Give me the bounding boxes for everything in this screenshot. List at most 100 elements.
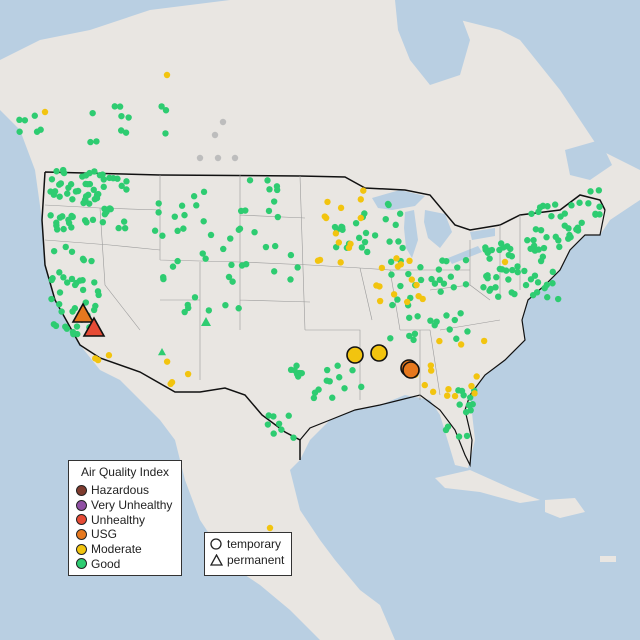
good-site[interactable] bbox=[294, 264, 301, 271]
good-site[interactable] bbox=[274, 213, 282, 221]
good-site[interactable] bbox=[91, 279, 98, 286]
good-site[interactable] bbox=[85, 191, 92, 199]
good-site[interactable] bbox=[93, 138, 100, 145]
good-site[interactable] bbox=[87, 138, 94, 146]
good-site[interactable] bbox=[323, 377, 331, 384]
good-site[interactable] bbox=[264, 177, 271, 184]
permanent-good-site[interactable] bbox=[158, 348, 166, 356]
good-site[interactable] bbox=[68, 275, 76, 283]
moderate-site[interactable] bbox=[403, 298, 411, 306]
good-site[interactable] bbox=[511, 290, 518, 298]
good-site[interactable] bbox=[120, 218, 128, 225]
good-site[interactable] bbox=[71, 281, 79, 289]
good-site[interactable] bbox=[190, 193, 198, 200]
moderate-site[interactable] bbox=[457, 341, 465, 348]
good-site[interactable] bbox=[447, 273, 455, 280]
moderate-site[interactable] bbox=[390, 291, 398, 298]
good-site[interactable] bbox=[266, 186, 273, 193]
good-site[interactable] bbox=[486, 255, 493, 262]
good-site[interactable] bbox=[271, 268, 278, 275]
good-site[interactable] bbox=[587, 188, 594, 195]
good-site[interactable] bbox=[237, 207, 245, 215]
no-data-site[interactable] bbox=[196, 154, 204, 162]
moderate-site[interactable] bbox=[501, 258, 509, 266]
good-site[interactable] bbox=[270, 430, 277, 437]
good-site[interactable] bbox=[514, 263, 521, 270]
good-site[interactable] bbox=[181, 211, 188, 219]
good-site[interactable] bbox=[181, 308, 188, 316]
good-site[interactable] bbox=[275, 420, 283, 427]
good-site[interactable] bbox=[84, 180, 91, 188]
good-site[interactable] bbox=[455, 433, 463, 440]
moderate-site[interactable] bbox=[451, 392, 459, 400]
good-site[interactable] bbox=[486, 247, 493, 254]
good-site[interactable] bbox=[80, 256, 88, 264]
good-site[interactable] bbox=[227, 235, 234, 242]
good-site[interactable] bbox=[56, 214, 64, 221]
moderate-site[interactable] bbox=[345, 244, 353, 251]
good-site[interactable] bbox=[492, 284, 499, 291]
good-site[interactable] bbox=[178, 202, 186, 209]
moderate-site[interactable] bbox=[421, 381, 428, 389]
good-site[interactable] bbox=[287, 251, 295, 259]
permanent-usg-site[interactable] bbox=[71, 302, 95, 323]
good-site[interactable] bbox=[116, 103, 124, 110]
good-site[interactable] bbox=[358, 244, 366, 251]
good-site[interactable] bbox=[362, 229, 370, 237]
good-site[interactable] bbox=[174, 227, 181, 235]
moderate-site[interactable] bbox=[163, 358, 171, 365]
good-site[interactable] bbox=[503, 267, 510, 274]
good-site[interactable] bbox=[90, 186, 97, 194]
good-site[interactable] bbox=[285, 412, 292, 419]
good-site[interactable] bbox=[462, 408, 470, 416]
good-site[interactable] bbox=[123, 178, 130, 185]
good-site[interactable] bbox=[271, 242, 279, 250]
good-site[interactable] bbox=[534, 279, 542, 286]
temporary-moderate-site[interactable] bbox=[346, 346, 364, 364]
good-site[interactable] bbox=[388, 271, 395, 278]
good-site[interactable] bbox=[596, 211, 603, 218]
good-site[interactable] bbox=[551, 201, 559, 208]
good-site[interactable] bbox=[48, 176, 56, 183]
good-site[interactable] bbox=[371, 232, 379, 239]
good-site[interactable] bbox=[287, 276, 294, 283]
good-site[interactable] bbox=[110, 174, 117, 182]
good-site[interactable] bbox=[294, 373, 302, 380]
good-site[interactable] bbox=[464, 328, 471, 335]
good-site[interactable] bbox=[576, 199, 583, 206]
good-site[interactable] bbox=[228, 261, 235, 269]
good-site[interactable] bbox=[225, 273, 233, 281]
good-site[interactable] bbox=[428, 275, 435, 283]
good-site[interactable] bbox=[62, 243, 69, 251]
good-site[interactable] bbox=[251, 228, 258, 236]
good-site[interactable] bbox=[585, 200, 592, 207]
good-site[interactable] bbox=[293, 362, 300, 369]
good-site[interactable] bbox=[310, 394, 318, 402]
good-site[interactable] bbox=[552, 233, 559, 241]
good-site[interactable] bbox=[60, 274, 67, 281]
good-site[interactable] bbox=[496, 265, 504, 273]
good-site[interactable] bbox=[55, 300, 63, 308]
good-site[interactable] bbox=[554, 295, 562, 303]
good-site[interactable] bbox=[466, 402, 473, 409]
good-site[interactable] bbox=[100, 176, 107, 183]
good-site[interactable] bbox=[537, 257, 545, 265]
good-site[interactable] bbox=[64, 279, 71, 286]
good-site[interactable] bbox=[500, 244, 507, 251]
good-site[interactable] bbox=[596, 203, 603, 210]
good-site[interactable] bbox=[442, 426, 450, 434]
good-site[interactable] bbox=[414, 313, 421, 320]
good-site[interactable] bbox=[125, 114, 132, 121]
good-site[interactable] bbox=[200, 218, 207, 225]
good-site[interactable] bbox=[159, 232, 166, 239]
good-site[interactable] bbox=[91, 168, 98, 175]
good-site[interactable] bbox=[454, 264, 461, 271]
good-site[interactable] bbox=[155, 209, 162, 216]
good-site[interactable] bbox=[16, 116, 23, 124]
good-site[interactable] bbox=[73, 323, 81, 330]
moderate-site[interactable] bbox=[408, 276, 416, 283]
good-site[interactable] bbox=[83, 219, 90, 226]
good-site[interactable] bbox=[396, 210, 404, 217]
good-site[interactable] bbox=[90, 306, 98, 314]
moderate-site[interactable] bbox=[443, 392, 451, 399]
